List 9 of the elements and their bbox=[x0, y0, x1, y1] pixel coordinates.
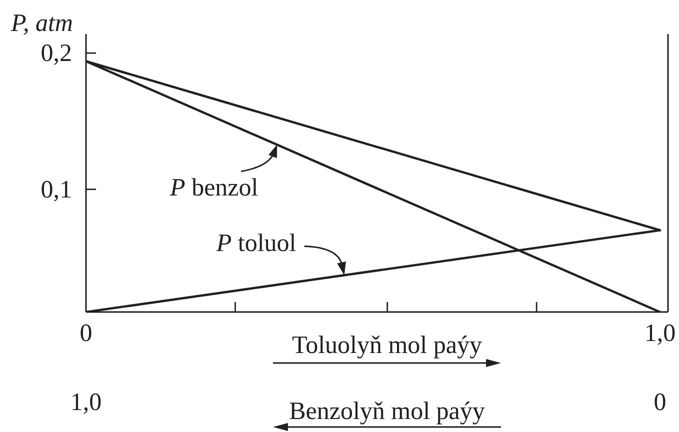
x2-axis-title: Benzolyň mol paýy bbox=[289, 398, 486, 425]
y-tick-label: 0,1 bbox=[40, 176, 72, 203]
x2-tick-label: 0 bbox=[654, 388, 666, 416]
x-axis-title: Toluolyň mol paýy bbox=[292, 332, 482, 359]
annotation: P benzol bbox=[169, 174, 258, 201]
y-axis-title: P, atm bbox=[10, 10, 73, 37]
x2-tick-label: 1,0 bbox=[70, 388, 102, 416]
y-tick-label: 0,2 bbox=[40, 40, 72, 67]
annotation: P toluol bbox=[215, 230, 296, 257]
